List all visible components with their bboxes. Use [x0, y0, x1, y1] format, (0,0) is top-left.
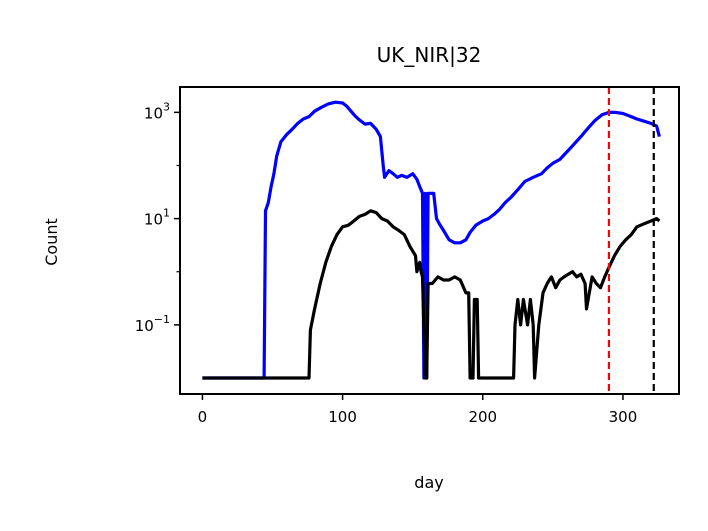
tick-layer: 0 100 200 300 10−1 101 103 [135, 100, 638, 426]
chart-title: UK_NIR|32 [377, 43, 482, 67]
x-tick-label: 0 [198, 408, 208, 426]
y-tick-label: 101 [144, 207, 170, 229]
y-axis-label: Count [42, 218, 61, 266]
plot-layer [202, 87, 661, 394]
series-line-1 [202, 209, 661, 380]
series-line-0 [202, 100, 661, 380]
x-tick-label: 100 [328, 408, 357, 426]
axes-frame [179, 86, 680, 395]
x-tick-label: 300 [609, 408, 638, 426]
x-tick-label: 200 [468, 408, 497, 426]
y-tick-label: 103 [144, 100, 170, 122]
y-tick-label: 10−1 [135, 313, 170, 335]
x-axis-label: day [414, 473, 443, 492]
